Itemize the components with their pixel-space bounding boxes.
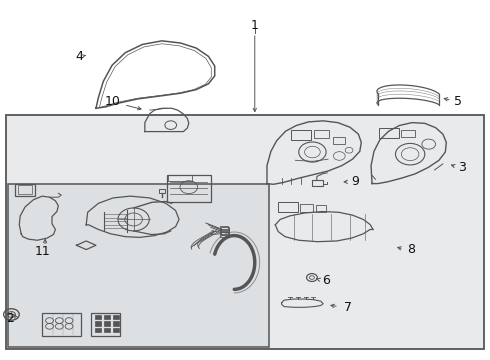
Text: 7: 7 — [343, 301, 352, 314]
Bar — [401, 130, 415, 137]
Bar — [95, 321, 101, 326]
Bar — [104, 315, 110, 319]
Bar — [333, 137, 345, 144]
Bar — [104, 321, 110, 326]
Text: 3: 3 — [459, 161, 466, 174]
Bar — [168, 175, 192, 181]
Bar — [8, 184, 270, 347]
Bar — [42, 313, 81, 336]
Bar — [313, 180, 323, 186]
Bar — [220, 230, 229, 235]
Text: 1: 1 — [251, 19, 259, 32]
Bar — [104, 328, 110, 332]
Bar — [113, 315, 119, 319]
Text: 9: 9 — [351, 175, 359, 188]
Text: 10: 10 — [105, 95, 121, 108]
Bar — [95, 328, 101, 332]
Bar — [220, 227, 229, 232]
Bar — [113, 321, 119, 326]
Bar — [278, 202, 298, 212]
Bar — [5, 116, 485, 348]
Text: 2: 2 — [6, 311, 14, 325]
Bar — [292, 130, 311, 140]
Bar — [167, 175, 211, 202]
Bar — [220, 231, 228, 237]
Bar — [113, 328, 119, 332]
Bar — [220, 226, 228, 231]
Bar — [91, 313, 121, 336]
Bar — [300, 204, 314, 212]
Text: 5: 5 — [454, 95, 462, 108]
Bar — [316, 205, 326, 212]
Bar — [159, 189, 165, 193]
Bar — [15, 184, 35, 196]
Bar — [18, 185, 32, 194]
Bar — [379, 129, 399, 138]
Bar — [95, 315, 101, 319]
Bar — [220, 229, 229, 234]
Text: 8: 8 — [407, 243, 415, 256]
Text: 4: 4 — [75, 50, 83, 63]
Text: 6: 6 — [321, 274, 330, 287]
Bar — [315, 130, 329, 138]
Text: 11: 11 — [34, 245, 50, 258]
